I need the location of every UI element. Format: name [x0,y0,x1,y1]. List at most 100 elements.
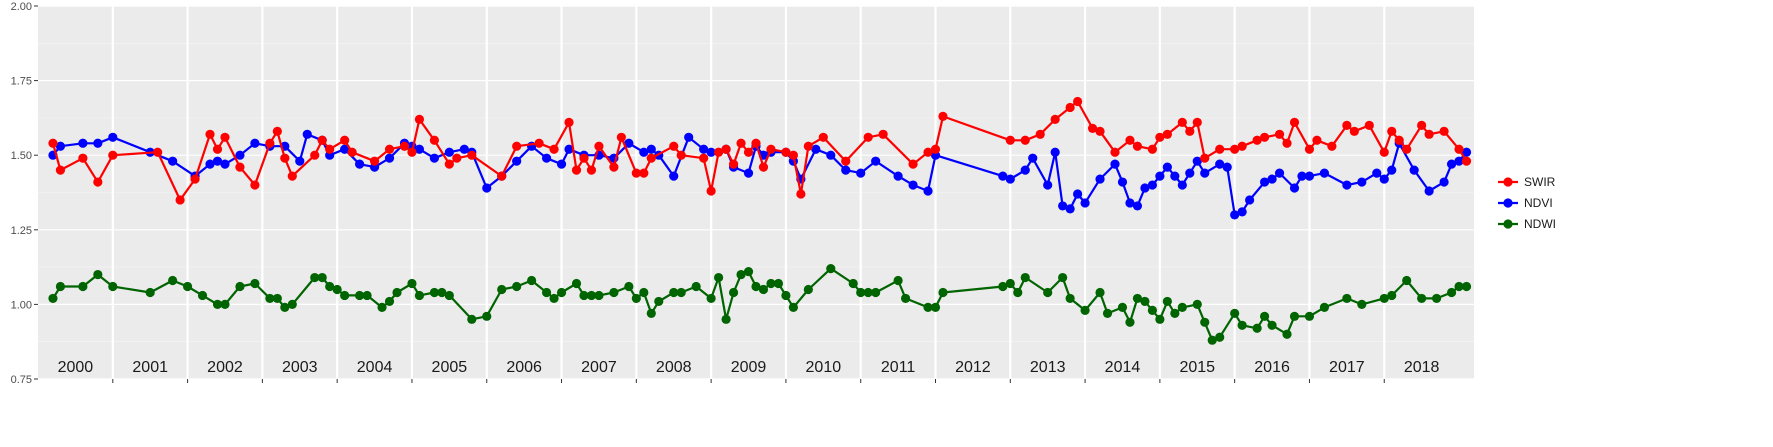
data-point [1125,317,1135,327]
data-point [1230,144,1240,154]
data-point [1192,299,1202,309]
data-point [848,278,858,289]
legend-marker [1503,177,1513,187]
data-point [654,296,664,307]
data-point [1073,189,1083,199]
data-point [631,293,641,304]
data-point [923,302,933,312]
data-point [1140,296,1150,307]
data-point [1289,117,1300,127]
data-point [930,144,941,154]
data-point [429,287,439,298]
data-point [1058,272,1068,283]
data-point [1274,168,1285,178]
year-label: 2005 [432,359,468,376]
data-point [1132,201,1143,211]
data-point [1200,168,1210,178]
year-label: 2007 [581,359,617,376]
data-point [609,287,619,298]
data-point [676,287,686,298]
data-point [871,287,881,298]
data-point [399,141,410,151]
data-point [168,275,178,286]
data-point [1020,272,1030,283]
data-point [1155,132,1165,142]
data-point [78,138,88,148]
data-point [1417,120,1427,130]
data-point [923,147,933,157]
data-point [1125,198,1135,208]
data-point [190,174,200,184]
data-point [48,138,58,148]
data-point [579,290,589,301]
data-point [1297,171,1307,181]
data-point [1424,129,1434,139]
data-point [1461,147,1472,157]
data-point [265,293,275,304]
data-point [541,153,552,163]
data-point [220,299,230,309]
data-point [310,150,320,160]
data-point [900,293,911,304]
year-label: 2010 [806,359,842,376]
data-point [1050,114,1060,124]
data-point [893,171,903,181]
data-point [706,186,716,196]
data-point [1095,126,1105,136]
data-point [384,144,395,154]
data-point [272,126,282,136]
data-point [384,296,395,307]
data-point [325,144,335,154]
data-point [444,147,454,157]
data-point [871,156,881,166]
year-label: 2018 [1404,359,1440,376]
data-point [55,165,66,175]
legend-label: NDVI [1524,196,1553,210]
data-point [1117,302,1128,312]
data-point [340,290,350,301]
data-point [669,287,679,298]
data-point [1304,144,1315,154]
data-point [856,168,866,178]
data-point [1065,204,1075,214]
data-point [669,171,679,181]
data-point [527,275,537,286]
data-point [197,290,208,301]
year-label: 2008 [656,359,692,376]
data-point [1170,171,1180,181]
data-point [1147,180,1157,190]
data-point [1282,329,1292,339]
data-point [1417,293,1427,304]
data-point [444,159,454,169]
data-point [1454,281,1464,292]
data-point [1162,296,1172,307]
data-point [1379,147,1389,157]
year-label: 2001 [132,359,168,376]
data-point [639,287,649,298]
series-ndwi [48,263,1472,345]
data-point [1192,117,1202,127]
data-point [699,153,709,163]
data-point [938,111,948,122]
data-point [1394,135,1404,145]
data-point [758,284,769,295]
data-point [571,278,582,289]
data-point [758,162,769,172]
data-point [1147,144,1157,154]
data-point [377,302,387,312]
data-point [384,153,395,163]
data-point [1162,129,1172,139]
data-point [639,147,649,157]
data-point [1125,135,1135,145]
data-point [1267,320,1277,330]
data-point [310,272,320,283]
data-point [250,180,260,190]
data-point [1177,302,1187,312]
data-point [624,138,634,148]
data-point [205,129,215,139]
data-point [482,311,492,321]
data-point [721,144,731,154]
data-point [1215,332,1225,342]
data-point [803,284,813,295]
data-point [1132,293,1143,304]
